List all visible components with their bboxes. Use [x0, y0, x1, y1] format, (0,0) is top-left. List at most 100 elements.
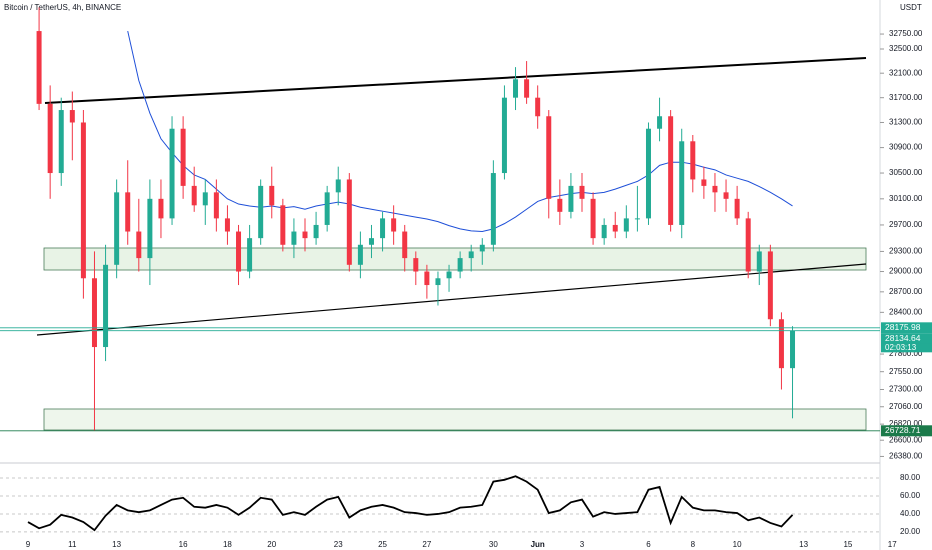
y-tick-label: 29700.00 — [889, 220, 923, 229]
x-tick-label: 20 — [267, 540, 276, 549]
candle-body — [546, 116, 552, 199]
candle-body — [657, 116, 663, 129]
candle-body — [479, 244, 485, 252]
candle-body — [568, 185, 574, 212]
support-zone — [43, 408, 867, 431]
candle-body — [790, 330, 796, 369]
candle-body — [490, 173, 496, 245]
y-tick-label: 31700.00 — [889, 93, 923, 102]
y-tick-label: 30100.00 — [889, 194, 923, 203]
y-tick-label: 80.00 — [900, 473, 921, 482]
x-tick-label: Jun — [531, 540, 545, 549]
candle-body — [357, 244, 363, 265]
candle-body — [634, 218, 640, 220]
price-tag — [881, 333, 932, 345]
support-zone — [43, 247, 867, 271]
candle-body — [224, 218, 230, 232]
candle-body — [413, 258, 419, 272]
y-tick-label: 26600.00 — [889, 435, 923, 444]
price-tag — [881, 322, 932, 334]
trend-line — [36, 263, 867, 336]
candle-body — [424, 271, 430, 286]
candle-body — [180, 128, 186, 186]
candle-body — [668, 116, 674, 225]
x-tick-label: 30 — [489, 540, 498, 549]
candle-body — [125, 192, 131, 232]
candle-body — [236, 231, 242, 272]
candle-body — [324, 192, 330, 225]
candle-body — [446, 271, 452, 279]
candle-body — [579, 185, 585, 199]
candle-body — [402, 231, 408, 259]
y-tick-label: 28700.00 — [889, 287, 923, 296]
candle-body — [590, 198, 596, 239]
price-tag — [881, 425, 932, 437]
x-tick-label: 18 — [223, 540, 232, 549]
price-tag-label: 28175.98 — [885, 322, 921, 332]
y-tick-label: 27550.00 — [889, 367, 923, 376]
candle-body — [535, 97, 541, 117]
x-tick-label: 15 — [843, 540, 852, 549]
x-tick-label: 3 — [580, 540, 585, 549]
candle-body — [147, 198, 153, 259]
candle-body — [468, 251, 474, 259]
y-tick-label: 27060.00 — [889, 402, 923, 411]
y-tick-label: 30500.00 — [889, 168, 923, 177]
candle-body — [169, 128, 175, 219]
y-tick-label: 32500.00 — [889, 44, 923, 53]
countdown-tag — [881, 343, 932, 353]
candle-body — [767, 251, 773, 320]
y-tick-label: 60.00 — [900, 491, 921, 500]
countdown: 02:03:13 — [885, 343, 917, 352]
candle-body — [778, 319, 784, 369]
candle-body — [501, 97, 507, 174]
candle-body — [313, 224, 319, 239]
y-tick-label: 28400.00 — [889, 307, 923, 316]
candle-body — [136, 231, 142, 259]
y-tick-label: 32100.00 — [889, 68, 923, 77]
candle-body — [302, 231, 308, 239]
candle-body — [679, 141, 685, 225]
candle-body — [213, 192, 219, 219]
y-tick-label: 29300.00 — [889, 247, 923, 256]
y-tick-label: 30900.00 — [889, 143, 923, 152]
chart-title: Bitcoin / TetherUS, 4h, BINANCE — [4, 3, 121, 12]
x-tick-label: 16 — [179, 540, 188, 549]
x-tick-label: 17 — [888, 540, 897, 549]
candle-body — [513, 79, 519, 98]
y-tick-label: 26820.00 — [889, 419, 923, 428]
candle-body — [756, 251, 762, 272]
candle-body — [524, 79, 530, 98]
candle-body — [202, 192, 208, 206]
x-tick-label: 10 — [733, 540, 742, 549]
candle-body — [158, 198, 164, 219]
candle-body — [734, 198, 740, 219]
x-tick-label: 8 — [691, 540, 696, 549]
candle-body — [191, 185, 197, 206]
candle-body — [723, 192, 729, 199]
axis-unit: USDT — [900, 3, 922, 12]
candle-body — [114, 192, 120, 265]
candle-body — [36, 31, 42, 104]
x-tick-label: 23 — [334, 540, 343, 549]
y-tick-label: 29000.00 — [889, 267, 923, 276]
candle-body — [335, 179, 341, 193]
candle-body — [645, 128, 651, 219]
candle-body — [291, 231, 297, 245]
candle-body — [346, 179, 352, 265]
candle-body — [80, 122, 86, 279]
candle-body — [701, 179, 707, 186]
x-tick-label: 13 — [799, 540, 808, 549]
x-tick-label: 9 — [26, 540, 31, 549]
candle-body — [103, 264, 109, 348]
candle-body — [58, 110, 64, 174]
candle-body — [623, 218, 629, 232]
y-tick-label: 40.00 — [900, 509, 921, 518]
y-tick-label: 27800.00 — [889, 349, 923, 358]
y-tick-label: 27300.00 — [889, 385, 923, 394]
candle-body — [435, 278, 441, 286]
candle-body — [557, 198, 563, 212]
